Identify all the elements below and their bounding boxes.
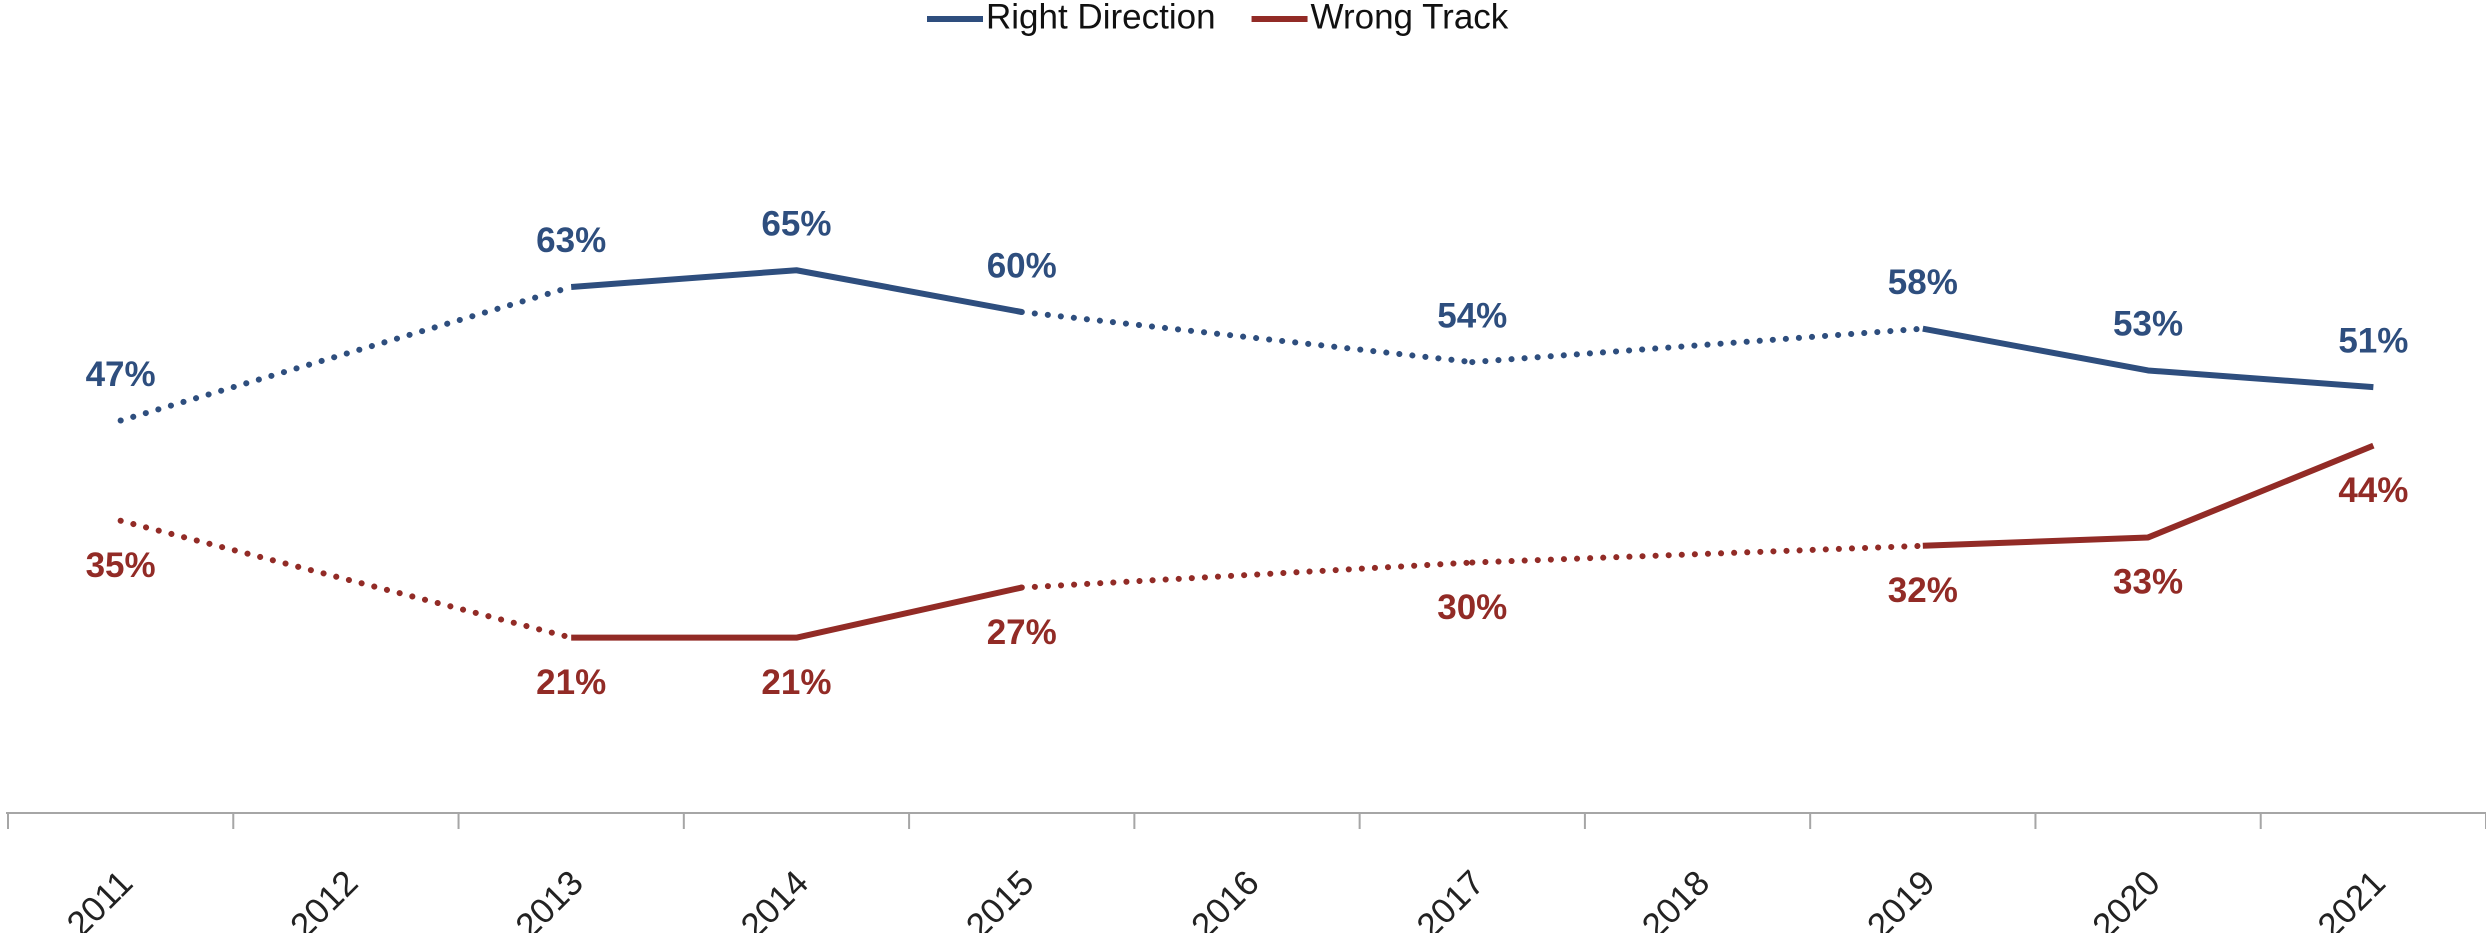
data-label: 35% <box>86 546 156 585</box>
data-label: 21% <box>536 663 606 702</box>
gap-connector <box>117 517 575 641</box>
data-label: 60% <box>987 246 1057 285</box>
series-line <box>1922 442 2375 549</box>
series-line <box>1922 325 2374 391</box>
data-label: 32% <box>1888 571 1958 610</box>
x-tick-label: 2012 <box>283 863 366 933</box>
x-tick-label: 2018 <box>1635 863 1718 933</box>
data-label: 53% <box>2113 305 2183 344</box>
x-tick-label: 2013 <box>508 863 591 933</box>
x-tick-label: 2015 <box>959 863 1042 933</box>
data-label: 58% <box>1888 263 1958 302</box>
data-label: 30% <box>1437 588 1507 627</box>
x-tick-label: 2011 <box>59 863 140 933</box>
series-line <box>570 267 1023 315</box>
data-label: 63% <box>536 221 606 260</box>
legend-label: Wrong Track <box>1311 0 1509 36</box>
gap-connector <box>1469 325 1926 366</box>
data-label: 27% <box>987 613 1057 652</box>
data-label: 47% <box>86 355 156 394</box>
x-tick-label: 2014 <box>733 863 816 933</box>
x-tick-label: 2016 <box>1184 863 1267 933</box>
x-tick-label: 2020 <box>2085 863 2168 933</box>
data-label: 44% <box>2338 471 2408 510</box>
gap-connector <box>1018 559 1476 591</box>
data-label: 54% <box>1437 296 1507 335</box>
data-label: 33% <box>2113 563 2183 602</box>
data-label: 21% <box>761 663 831 702</box>
data-label: 65% <box>761 205 831 244</box>
gap-connector <box>1018 309 1476 366</box>
data-label: 51% <box>2338 321 2408 360</box>
x-tick-label: 2021 <box>2310 863 2393 933</box>
series-line <box>571 584 1023 641</box>
x-tick-label: 2019 <box>1860 863 1943 933</box>
gap-connector <box>117 283 575 424</box>
gap-connector <box>1469 542 1926 566</box>
x-tick-label: 2017 <box>1409 863 1492 933</box>
legend-label: Right Direction <box>986 0 1216 36</box>
